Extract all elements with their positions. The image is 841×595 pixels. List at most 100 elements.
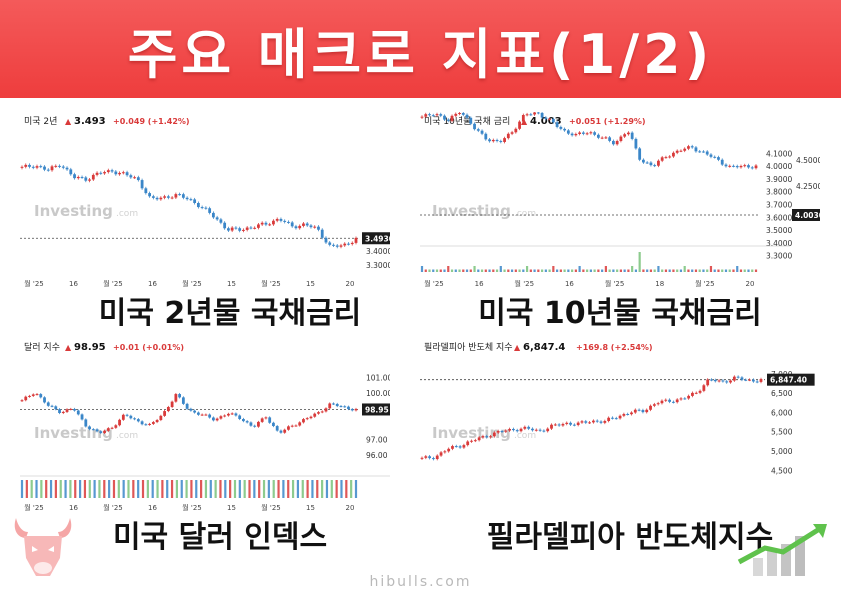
volume-bar: [540, 269, 544, 272]
header-price: 6,847.4: [523, 342, 565, 353]
y-tick-label: 3.5000: [766, 226, 792, 235]
candle-body: [709, 154, 713, 157]
last-value-label: 98.95: [365, 405, 389, 414]
candle-body: [572, 424, 576, 426]
candle-body: [257, 421, 260, 427]
candle-body: [489, 436, 492, 438]
candle-body: [569, 422, 572, 425]
candle-body: [211, 212, 215, 218]
candle-body: [518, 121, 521, 129]
candle-body: [480, 130, 484, 134]
volume-bar: [301, 480, 304, 498]
volume-bar: [649, 269, 653, 272]
candle-body: [50, 166, 54, 171]
volume-bar: [499, 266, 502, 272]
volume-bar: [454, 269, 457, 272]
candle-body: [46, 402, 50, 406]
y-tick-label: 100.00: [366, 389, 390, 398]
volume-bar: [657, 266, 660, 272]
candle-body: [717, 380, 721, 382]
candle-body: [50, 405, 54, 407]
candle-body: [264, 222, 268, 225]
candle-body: [234, 413, 238, 416]
candle-body: [28, 164, 31, 167]
candle-body: [420, 457, 424, 459]
candle-body: [350, 409, 354, 411]
y2-tick-label: 4.2500: [796, 182, 820, 191]
volume-bar: [559, 269, 562, 272]
last-value-tag: [362, 232, 390, 245]
volume-bar: [262, 480, 266, 498]
candle-body: [750, 167, 754, 169]
candle-body: [69, 169, 73, 175]
chart-us2y: 미국 2년 ▲ 3.493 +0.049 (+1.42%) Investing .com 3…: [20, 116, 390, 288]
x-tick-label: 16: [565, 280, 574, 288]
x-tick-label: 18: [655, 280, 664, 288]
volume-bar: [465, 269, 469, 272]
candle-body: [551, 118, 555, 123]
volume-bar: [117, 480, 120, 498]
header-price: 98.95: [74, 342, 106, 353]
candle-body: [268, 224, 272, 226]
volume-bar: [601, 269, 604, 272]
candle-body: [260, 418, 264, 422]
candle-body: [196, 202, 200, 208]
candle-body: [320, 229, 324, 238]
candle-body: [174, 394, 178, 402]
candle-body: [710, 379, 713, 381]
last-value-tag: [362, 403, 390, 416]
volume-bar: [151, 480, 154, 498]
volume-bar: [233, 480, 237, 498]
candle-body: [106, 428, 110, 431]
volume-bar: [161, 480, 164, 498]
candle-body: [473, 440, 477, 442]
candle-body: [80, 176, 84, 178]
candle-body: [581, 132, 585, 134]
candle-body: [347, 243, 350, 245]
volume-bar: [439, 269, 442, 272]
volume-bar: [683, 266, 686, 272]
candle-body: [249, 422, 253, 426]
candle-body: [529, 114, 533, 116]
x-tick-label: 20: [346, 504, 355, 512]
candle-body: [230, 413, 234, 415]
candle-body: [443, 451, 447, 453]
candle-body: [200, 207, 204, 209]
candle-body: [717, 157, 720, 160]
candle-body: [428, 456, 432, 459]
volume-bar: [74, 480, 77, 498]
volume-bar: [282, 480, 285, 498]
candle-body: [561, 423, 565, 426]
candle-body: [163, 196, 167, 198]
candle-body: [491, 139, 495, 142]
volume-bar: [185, 480, 188, 498]
candle-body: [272, 220, 275, 225]
volume-bar: [721, 269, 724, 272]
volume-bar: [83, 480, 87, 498]
volume-bar: [747, 269, 750, 272]
candle-body: [671, 401, 675, 403]
candle-body: [20, 400, 24, 402]
volume-bar: [480, 269, 484, 272]
candle-body: [622, 414, 626, 416]
candle-body: [332, 403, 335, 405]
volume-bar: [518, 269, 521, 272]
y-tick-label: 3.9000: [766, 175, 792, 184]
volume-bar: [739, 269, 743, 272]
candle-body: [110, 427, 114, 429]
x-tick-label: 월 '25: [261, 279, 281, 288]
candle-body: [525, 114, 529, 116]
volume-bar: [112, 480, 116, 498]
candle-body: [24, 396, 28, 401]
candle-body: [565, 422, 569, 424]
candle-body: [574, 133, 578, 136]
x-tick-label: 월 '25: [605, 279, 625, 288]
candle-body: [702, 151, 705, 153]
candle-body: [118, 172, 121, 175]
x-tick-label: 15: [306, 280, 315, 288]
candle-body: [611, 417, 614, 419]
volume-bar: [287, 480, 290, 498]
x-tick-label: 월 '25: [182, 503, 202, 512]
volume-bar: [548, 269, 551, 272]
volume-bar: [78, 480, 82, 498]
